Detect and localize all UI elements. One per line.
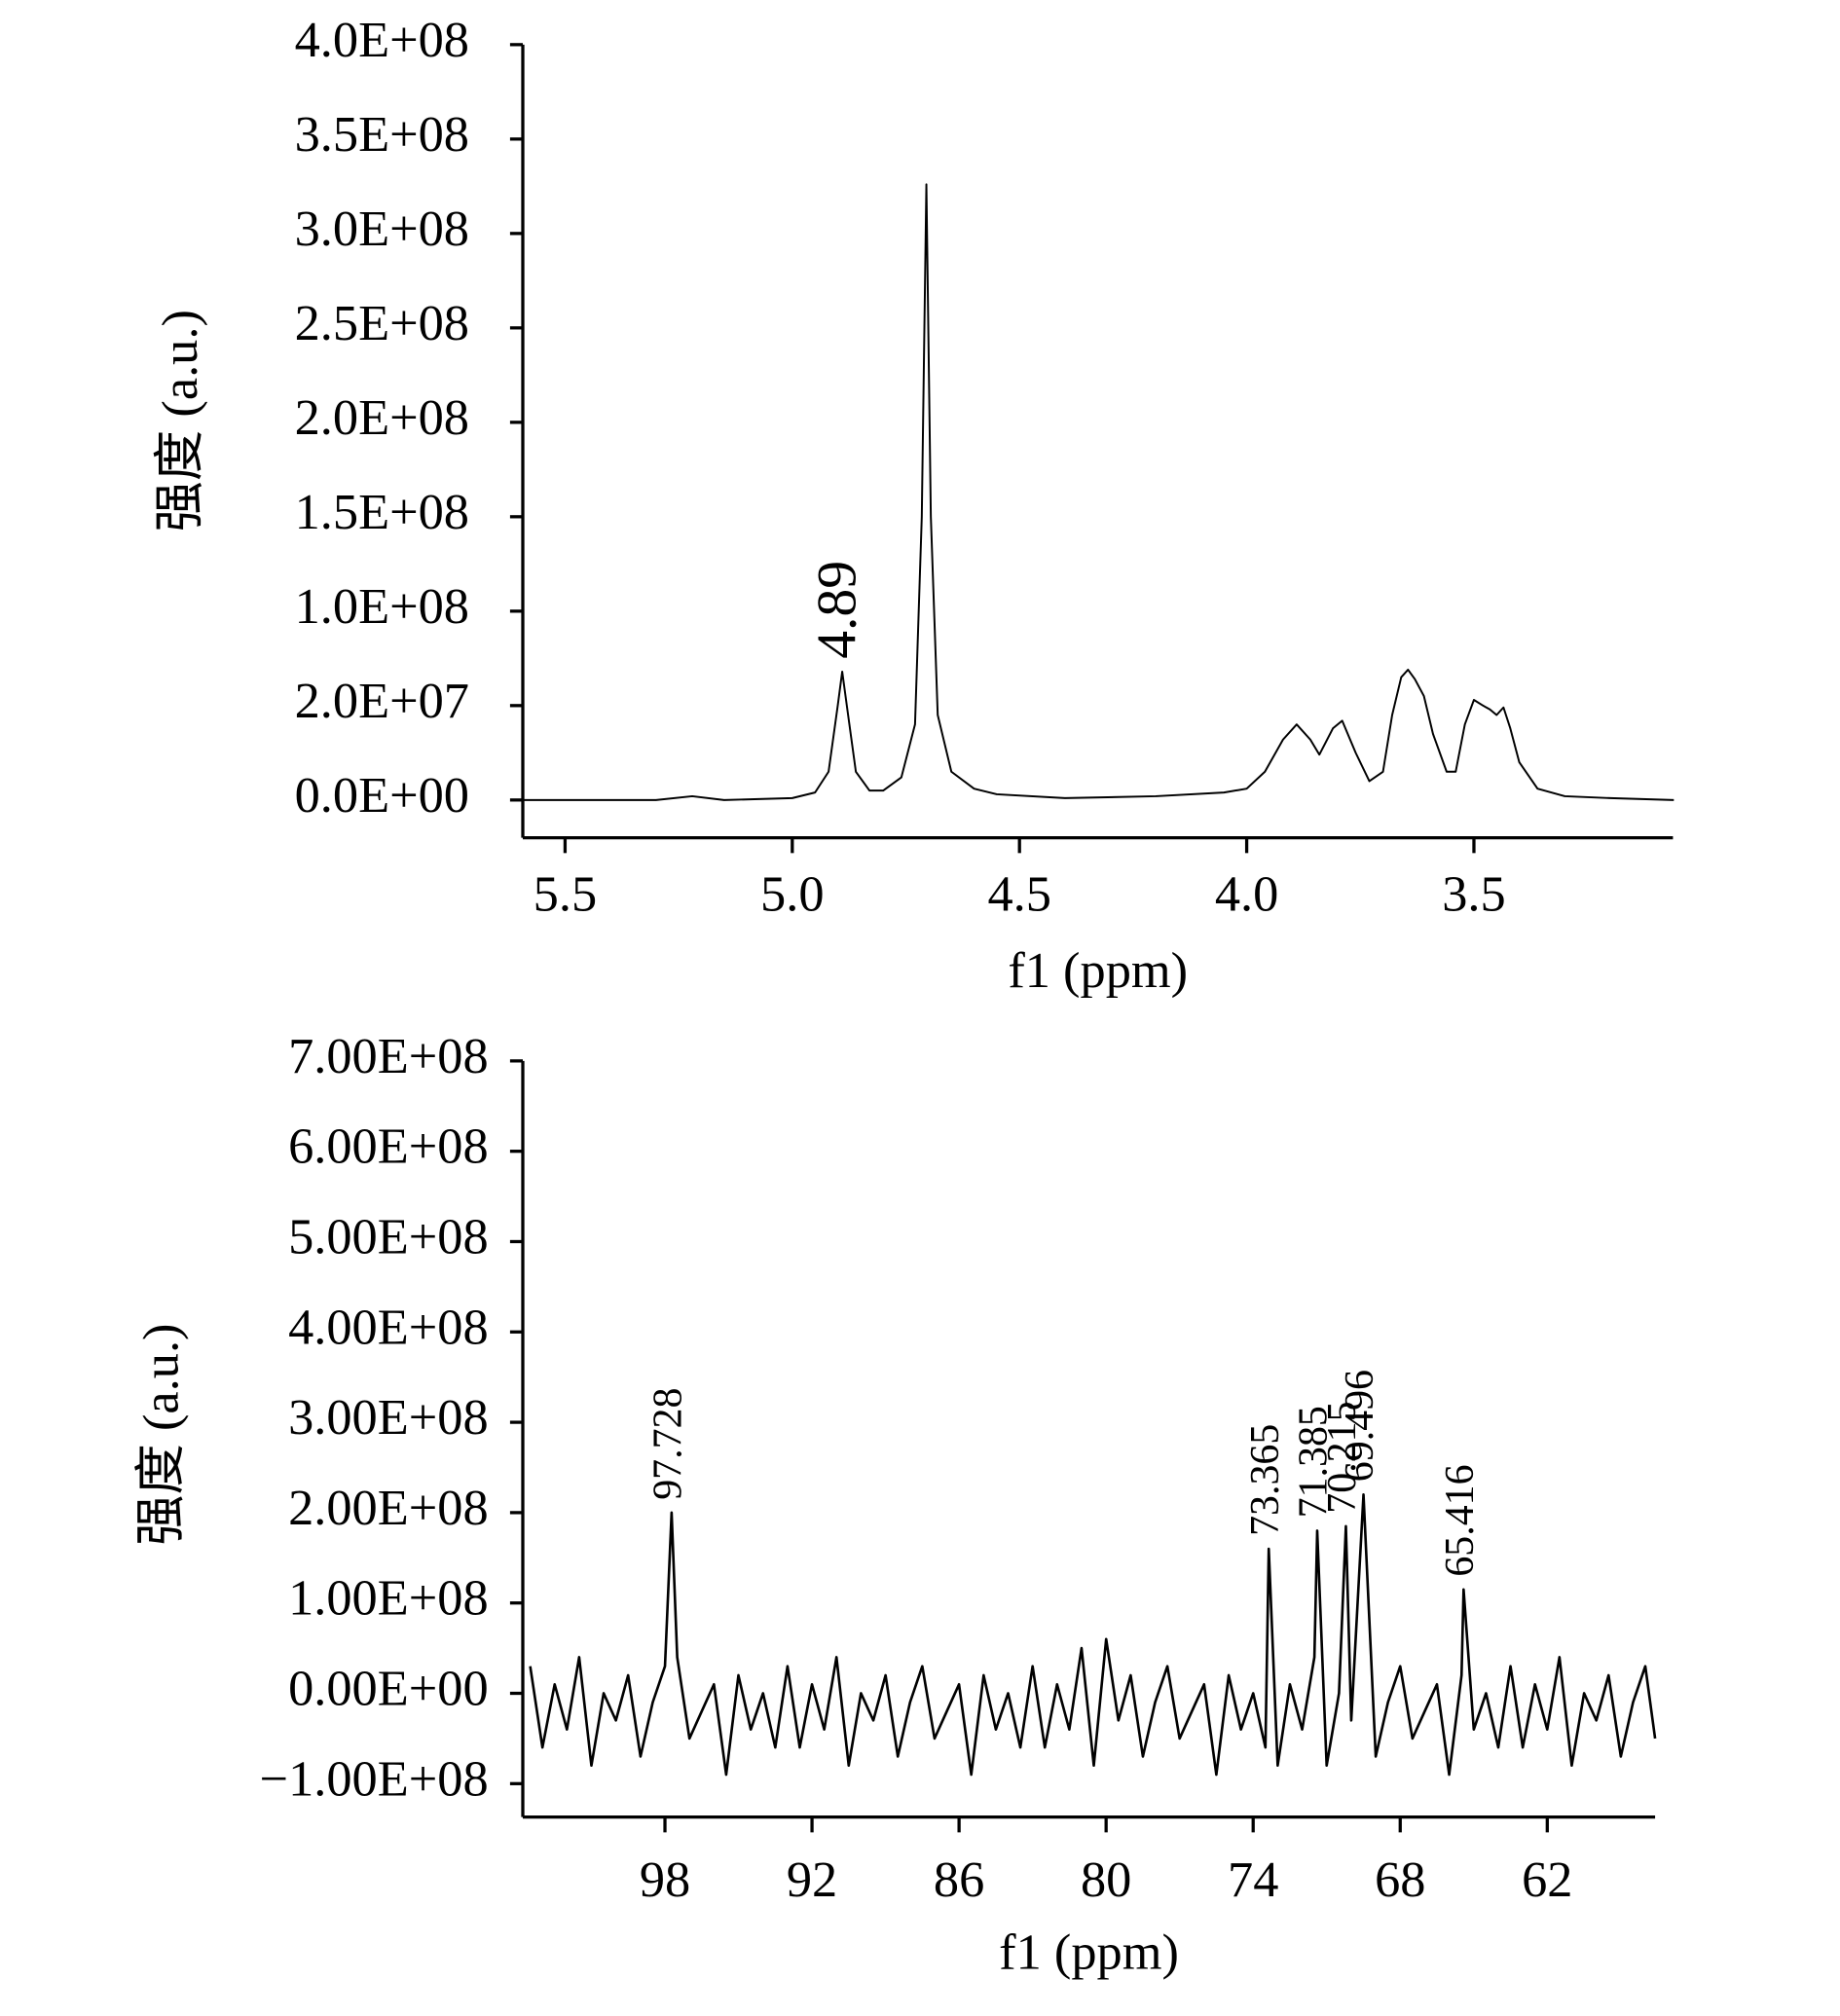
spectrum-line [519, 183, 1674, 801]
peak-label: 69.496 [1338, 1370, 1382, 1482]
x-tick-label: 98 [640, 1851, 690, 1908]
y-tick-label: 3.00E+08 [288, 1389, 489, 1446]
peak-label: 4.89 [806, 561, 867, 659]
peak-label: 73.365 [1243, 1424, 1288, 1536]
peak-label: 71.385 [1292, 1406, 1337, 1518]
x-tick-label: 68 [1375, 1851, 1425, 1908]
y-tick-label: 2.0E+07 [295, 673, 469, 729]
y-tick-label: 1.00E+08 [288, 1570, 489, 1627]
y-axis-title: 强度 (a.u.) [132, 1323, 189, 1545]
y-tick-label: 0.0E+00 [295, 767, 469, 824]
y-tick-label: 7.00E+08 [288, 1028, 489, 1084]
y-tick-label: 3.5E+08 [295, 106, 469, 163]
y-tick-label: 1.5E+08 [295, 484, 469, 540]
peak-label: 70.215 [1320, 1401, 1365, 1513]
peak-label: 97.728 [645, 1388, 690, 1500]
x-axis-title: f1 (ppm) [999, 1924, 1179, 1981]
y-tick-label: −1.00E+08 [260, 1750, 489, 1807]
y-tick-label: 1.0E+08 [295, 578, 469, 635]
y-tick-label: 4.00E+08 [288, 1299, 489, 1355]
y-tick-label: 6.00E+08 [288, 1118, 489, 1175]
y-tick-label: 5.00E+08 [288, 1208, 489, 1265]
x-tick-label: 3.5 [1442, 866, 1505, 923]
y-tick-label: 2.5E+08 [295, 295, 469, 351]
y-tick-label: 3.0E+08 [295, 201, 469, 257]
x-tick-label: 92 [787, 1851, 837, 1908]
x-tick-label: 62 [1522, 1851, 1572, 1908]
x-axis-title: f1 (ppm) [1008, 942, 1188, 999]
y-tick-label: 4.0E+08 [295, 12, 469, 68]
y-tick-label: 2.00E+08 [288, 1480, 489, 1536]
x-tick-label: 4.5 [987, 866, 1050, 923]
spectrum-line [529, 1493, 1657, 1777]
y-axis-title: 强度 (a.u.) [152, 310, 208, 531]
x-tick-label: 86 [934, 1851, 984, 1908]
y-tick-label: 0.00E+00 [288, 1661, 489, 1717]
x-tick-label: 5.0 [760, 866, 824, 923]
peak-label: 65.416 [1438, 1464, 1483, 1576]
x-tick-label: 5.5 [534, 866, 597, 923]
y-tick-label: 2.0E+08 [295, 389, 469, 446]
x-tick-label: 80 [1081, 1851, 1131, 1908]
x-tick-label: 4.0 [1215, 866, 1278, 923]
x-tick-label: 74 [1228, 1851, 1278, 1908]
